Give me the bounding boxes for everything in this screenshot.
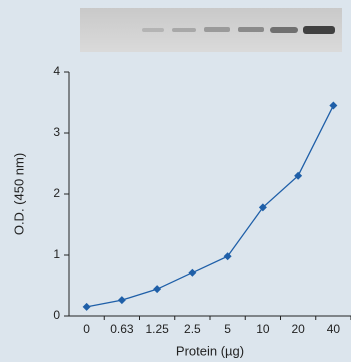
x-tick-label: 20 [291, 322, 305, 336]
x-tick-label: 0.63 [110, 322, 134, 336]
x-tick-label: 10 [256, 322, 270, 336]
x-tick-label: 2.5 [184, 322, 201, 336]
y-axis-title: O.D. (450 nm) [11, 153, 26, 235]
data-point [118, 296, 126, 304]
x-tick-label: 0 [83, 322, 90, 336]
y-tick-label: 4 [53, 64, 60, 78]
x-tick-label: 40 [327, 322, 341, 336]
y-tick-label: 1 [53, 247, 60, 261]
data-point [329, 102, 337, 110]
data-line [87, 106, 334, 307]
data-point [83, 303, 91, 311]
data-point [188, 269, 196, 277]
x-tick-label: 5 [224, 322, 231, 336]
x-tick-label: 1.25 [145, 322, 169, 336]
x-axis-title: Protein (µg) [176, 343, 244, 358]
y-tick-label: 3 [53, 125, 60, 139]
blot-image [80, 8, 342, 52]
page: {"chart_data": {"type": "line", "xlabel"… [0, 0, 351, 362]
chart: O.D. (450 nm) Protein (µg) 0123400.631.2… [0, 0, 351, 362]
y-tick-label: 0 [53, 308, 60, 322]
y-tick-label: 2 [53, 186, 60, 200]
data-point [153, 285, 161, 293]
